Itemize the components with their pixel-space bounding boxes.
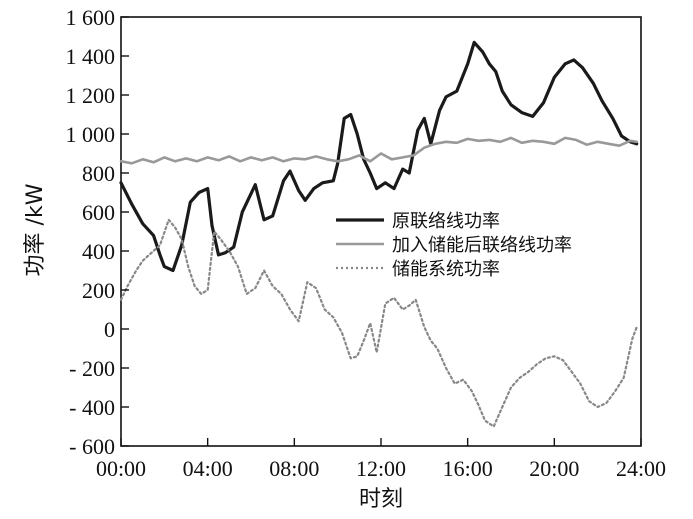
- y-axis-title: 功率 /kW: [23, 183, 48, 276]
- series-line-3: [119, 218, 638, 428]
- x-tick-label: 12:00: [356, 456, 406, 481]
- x-tick-label: 00:00: [96, 456, 146, 481]
- y-tick-label: - 600: [69, 434, 115, 459]
- y-tick-label: 200: [82, 278, 115, 303]
- legend-label: 储能系统功率: [392, 259, 500, 280]
- x-tick-label: 04:00: [183, 456, 233, 481]
- y-tick-label: 400: [82, 239, 115, 264]
- x-tick-label: 08:00: [269, 456, 319, 481]
- y-tick-label: 1 600: [66, 5, 116, 30]
- series-line-1: [119, 40, 639, 273]
- legend-label: 原联络线功率: [392, 211, 500, 232]
- plot-frame: [120, 16, 642, 447]
- x-tick-label: 16:00: [443, 456, 493, 481]
- y-tick-label: - 200: [69, 356, 115, 381]
- y-tick-label: 600: [82, 200, 115, 225]
- x-axis-ticks: 00:00 04:00 08:00 12:00 16:00 20:00 24:00: [96, 438, 666, 481]
- x-tick-label: 24:00: [616, 456, 666, 481]
- y-tick-label: 1 000: [66, 122, 116, 147]
- x-axis-title: 时刻: [359, 487, 403, 512]
- y-tick-label: - 400: [69, 395, 115, 420]
- plot-area: [120, 16, 642, 447]
- series-line-2: [119, 136, 639, 165]
- series-layer: [119, 40, 639, 428]
- x-tick-label: 20:00: [529, 456, 579, 481]
- y-tick-label: 800: [82, 161, 115, 186]
- y-axis-ticks: 1 600 1 400 1 200 1 000 800 600 400 200 0 - 200 - …: [66, 5, 129, 459]
- y-tick-label: 0: [104, 317, 115, 342]
- legend-label: 加入储能后联络线功率: [392, 235, 572, 256]
- y-tick-label: 1 400: [66, 44, 116, 69]
- y-tick-label: 1 200: [66, 83, 116, 108]
